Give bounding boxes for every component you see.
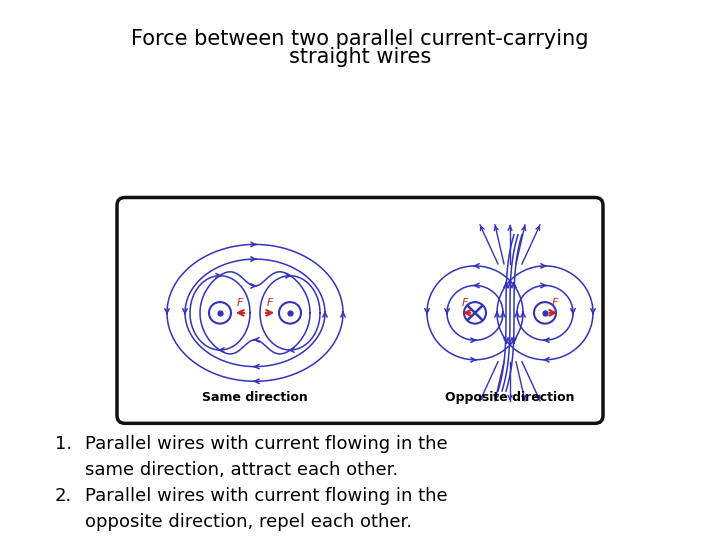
Circle shape [464,302,486,323]
FancyBboxPatch shape [117,198,603,423]
Text: 2.: 2. [55,487,72,505]
Text: F: F [267,298,273,308]
Text: Opposite direction: Opposite direction [445,391,575,404]
Text: F: F [552,298,558,308]
Text: Parallel wires with current flowing in the
same direction, attract each other.: Parallel wires with current flowing in t… [85,435,448,480]
Circle shape [534,302,556,323]
Circle shape [279,302,301,323]
Text: Parallel wires with current flowing in the
opposite direction, repel each other.: Parallel wires with current flowing in t… [85,487,448,531]
Text: 1.: 1. [55,435,72,453]
Text: straight wires: straight wires [289,47,431,67]
Circle shape [209,302,231,323]
Text: Force between two parallel current-carrying: Force between two parallel current-carry… [131,29,589,49]
Text: Same direction: Same direction [202,391,308,404]
Text: F: F [237,298,243,308]
Text: F: F [462,298,468,308]
